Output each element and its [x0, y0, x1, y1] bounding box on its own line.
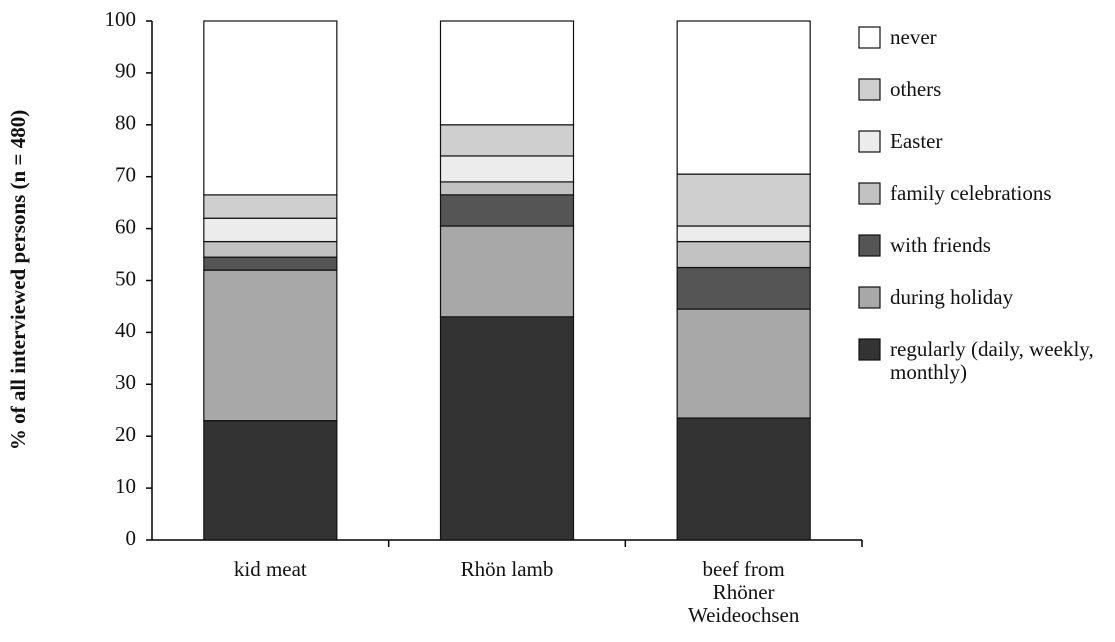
bar-segment [676, 173, 811, 227]
bar-segment [676, 266, 811, 310]
bar-segment [203, 217, 338, 243]
legend-swatch [858, 182, 881, 205]
bar-segment [439, 124, 575, 157]
bar-segment [203, 20, 338, 196]
y-tick-label: 0 [126, 526, 137, 550]
legend-swatch [858, 26, 881, 49]
bar-segment [676, 240, 811, 269]
bar-segment [439, 181, 575, 196]
y-tick-label: 20 [115, 422, 136, 446]
y-tick-label: 10 [115, 474, 136, 498]
y-tick-label: 80 [115, 111, 136, 135]
y-tick-label: 100 [105, 7, 137, 31]
legend-label: Easter [890, 129, 943, 153]
legend-swatch [858, 130, 881, 153]
bar-segment [676, 417, 811, 541]
legend-swatch [858, 286, 881, 309]
bar-segment [676, 20, 811, 175]
bar-segment [676, 225, 811, 243]
y-tick-label: 40 [115, 318, 136, 342]
bar-segment [676, 308, 811, 419]
y-tick-label: 90 [115, 59, 136, 83]
y-tick-label: 50 [115, 266, 136, 290]
bar-segment [203, 269, 338, 422]
legend-swatch [858, 78, 881, 101]
legend-swatch [858, 234, 881, 257]
y-tick-label: 60 [115, 214, 136, 238]
bar-segment [203, 256, 338, 271]
bar-segment [439, 316, 575, 541]
legend-label: others [890, 77, 942, 101]
bar-segment [439, 155, 575, 183]
x-tick-label: kid meat [233, 557, 307, 581]
bar-segment [439, 20, 575, 126]
bar-segment [439, 194, 575, 227]
x-tick-label: beef from Rhöner Weideochsen [687, 557, 800, 627]
legend-label: never [890, 25, 937, 49]
bar-segment [203, 240, 338, 258]
legend-label: regularly (daily, weekly, monthly) [890, 337, 1094, 384]
legend-label: with friends [890, 233, 991, 257]
legend-swatch [858, 338, 881, 361]
y-tick-label: 70 [115, 163, 136, 187]
legend-label: during holiday [890, 285, 1014, 309]
y-tick-label: 30 [115, 370, 136, 394]
y-axis-label: % of all interviewed persons (n = 480) [6, 110, 30, 450]
bar-segment [203, 194, 338, 219]
bar-segment [439, 225, 575, 318]
legend-label: family celebrations [890, 181, 1052, 205]
bar-segment [203, 420, 338, 541]
x-tick-label: Rhön lamb [460, 557, 554, 581]
